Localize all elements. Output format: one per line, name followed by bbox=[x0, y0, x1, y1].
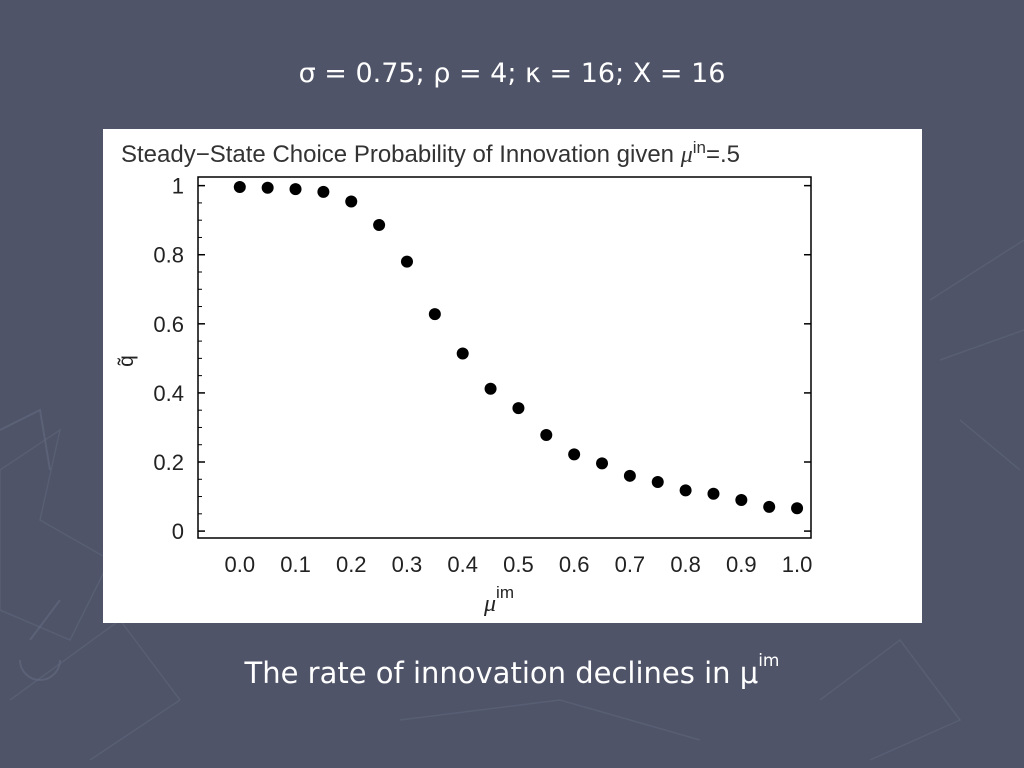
x-tick-label: 0.0 bbox=[224, 552, 255, 577]
plot-frame bbox=[197, 176, 812, 539]
y-tick-label: 0.2 bbox=[153, 450, 184, 475]
data-point bbox=[540, 429, 553, 442]
caption-superscript: im bbox=[758, 651, 780, 671]
caption-text: The rate of innovation declines in μ bbox=[244, 656, 759, 690]
x-tick-label: 0.8 bbox=[670, 552, 701, 577]
data-point bbox=[735, 494, 748, 506]
data-point bbox=[233, 181, 246, 194]
y-axis-label: q̃ bbox=[115, 355, 138, 367]
data-point bbox=[400, 255, 413, 268]
data-point bbox=[707, 487, 720, 500]
data-point bbox=[289, 183, 302, 196]
x-tick-label: 0.4 bbox=[447, 552, 478, 577]
x-tick-label: 0.1 bbox=[280, 552, 311, 577]
y-tick-label: 0.8 bbox=[153, 243, 184, 268]
x-axis-label: μim bbox=[483, 583, 514, 617]
data-point bbox=[484, 382, 497, 395]
x-tick-label: 0.9 bbox=[726, 552, 757, 577]
x-tick-label: 0.7 bbox=[615, 552, 646, 577]
data-point bbox=[791, 502, 804, 515]
y-tick-label: 1 bbox=[172, 174, 184, 199]
data-point bbox=[679, 484, 692, 497]
x-tick-label: 1.0 bbox=[782, 552, 813, 577]
data-point bbox=[456, 347, 469, 360]
y-tick-label: 0.6 bbox=[153, 312, 184, 337]
slide-caption: The rate of innovation declines in μim bbox=[0, 653, 1024, 691]
x-axis: 0.0 0.1 0.2 0.3 0.4 0.5 0.6 0.7 0.8 0.9 1.0 bbox=[224, 552, 812, 577]
data-point bbox=[623, 469, 636, 482]
data-point bbox=[373, 219, 386, 232]
y-axis: 0 0.2 0.4 0.6 0.8 1 bbox=[153, 174, 811, 544]
data-point bbox=[651, 476, 664, 489]
data-points bbox=[233, 181, 804, 515]
data-point bbox=[568, 448, 581, 461]
chart-title: Steady−State Choice Probability of Innov… bbox=[121, 138, 740, 168]
chart-panel: Steady−State Choice Probability of Innov… bbox=[103, 129, 922, 623]
x-tick-label: 0.6 bbox=[559, 552, 590, 577]
y-tick-label: 0 bbox=[172, 519, 184, 544]
data-point bbox=[763, 500, 776, 513]
slide-heading: σ = 0.75; ρ = 4; κ = 16; X = 16 bbox=[298, 58, 726, 89]
x-tick-label: 0.5 bbox=[503, 552, 534, 577]
data-point bbox=[428, 308, 441, 321]
y-tick-label: 0.4 bbox=[153, 381, 184, 406]
data-point bbox=[512, 402, 525, 415]
data-point bbox=[345, 195, 358, 208]
x-tick-label: 0.3 bbox=[392, 552, 423, 577]
data-point bbox=[596, 457, 609, 470]
x-tick-label: 0.2 bbox=[336, 552, 367, 577]
scatter-chart: Steady−State Choice Probability of Innov… bbox=[115, 138, 812, 617]
data-point bbox=[261, 181, 274, 194]
data-point bbox=[317, 185, 330, 198]
